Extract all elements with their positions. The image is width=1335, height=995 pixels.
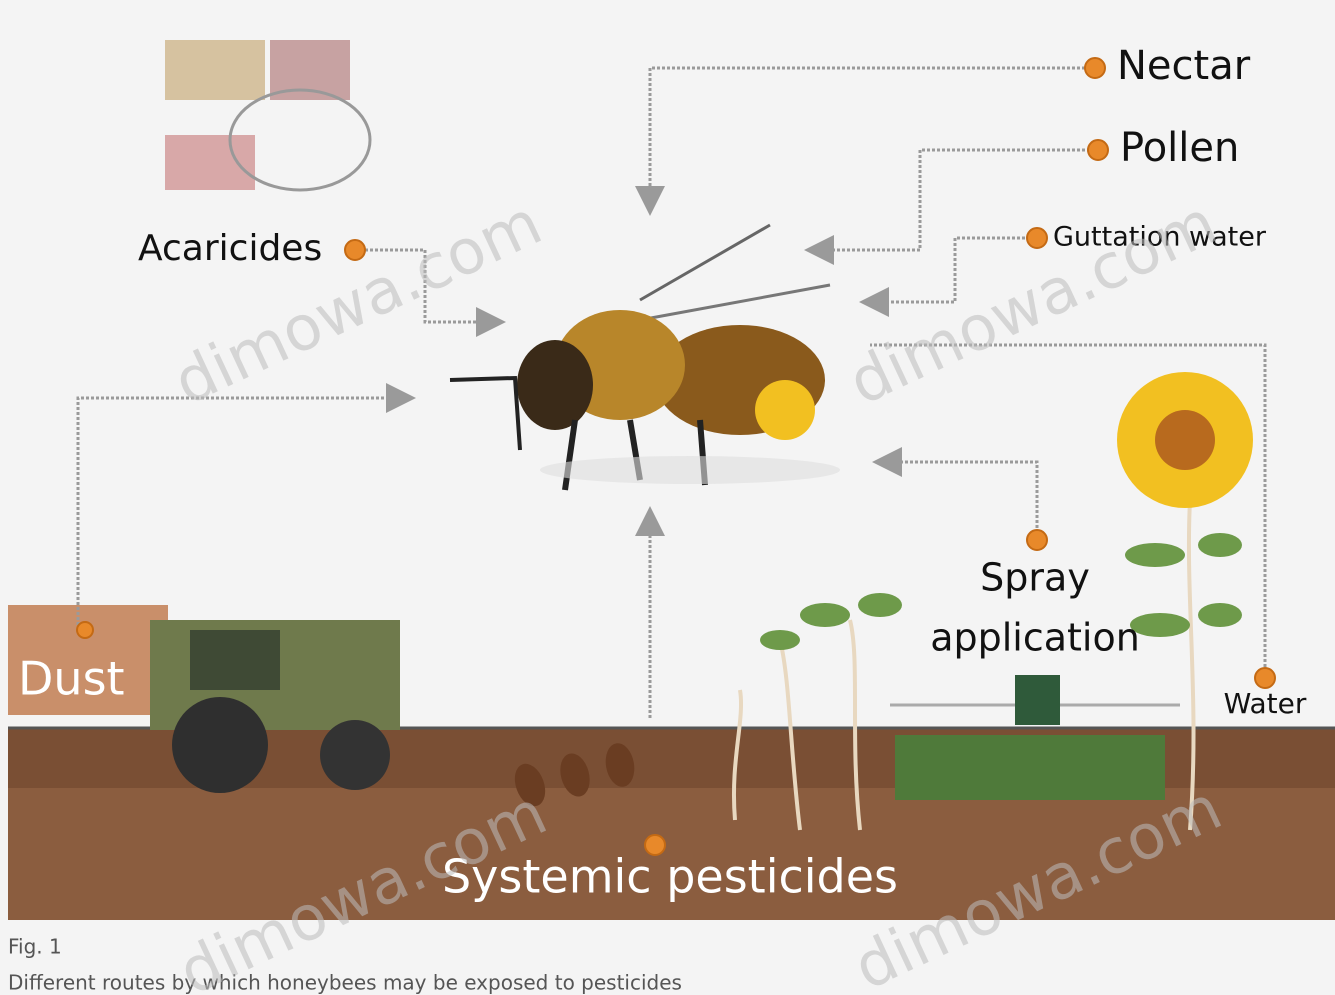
source-dot xyxy=(1088,140,1108,160)
source-dot xyxy=(1027,228,1047,248)
label-application: application xyxy=(930,616,1140,660)
figure-number: Fig. 1 xyxy=(8,935,62,959)
diagram: Nectar Pollen Guttation water Acaricides… xyxy=(0,0,1335,995)
label-acaricides: Acaricides xyxy=(138,228,322,269)
source-dot xyxy=(77,622,93,638)
source-dot xyxy=(1085,58,1105,78)
label-spray: Spray xyxy=(980,556,1090,600)
source-dot xyxy=(345,240,365,260)
label-nectar: Nectar xyxy=(1117,43,1251,89)
source-dot xyxy=(1255,668,1275,688)
figure-caption: Different routes by which honeybees may … xyxy=(8,971,682,995)
label-dust: Dust xyxy=(18,652,125,706)
source-dot xyxy=(1027,530,1047,550)
label-water: Water xyxy=(1224,687,1307,720)
label-pollen: Pollen xyxy=(1120,125,1239,171)
